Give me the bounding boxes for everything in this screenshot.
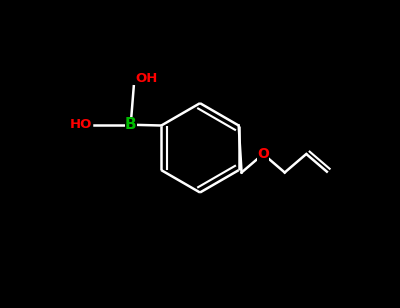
Text: O: O xyxy=(257,147,269,161)
Text: OH: OH xyxy=(135,72,158,85)
Text: HO: HO xyxy=(70,118,92,131)
Text: B: B xyxy=(125,117,136,132)
